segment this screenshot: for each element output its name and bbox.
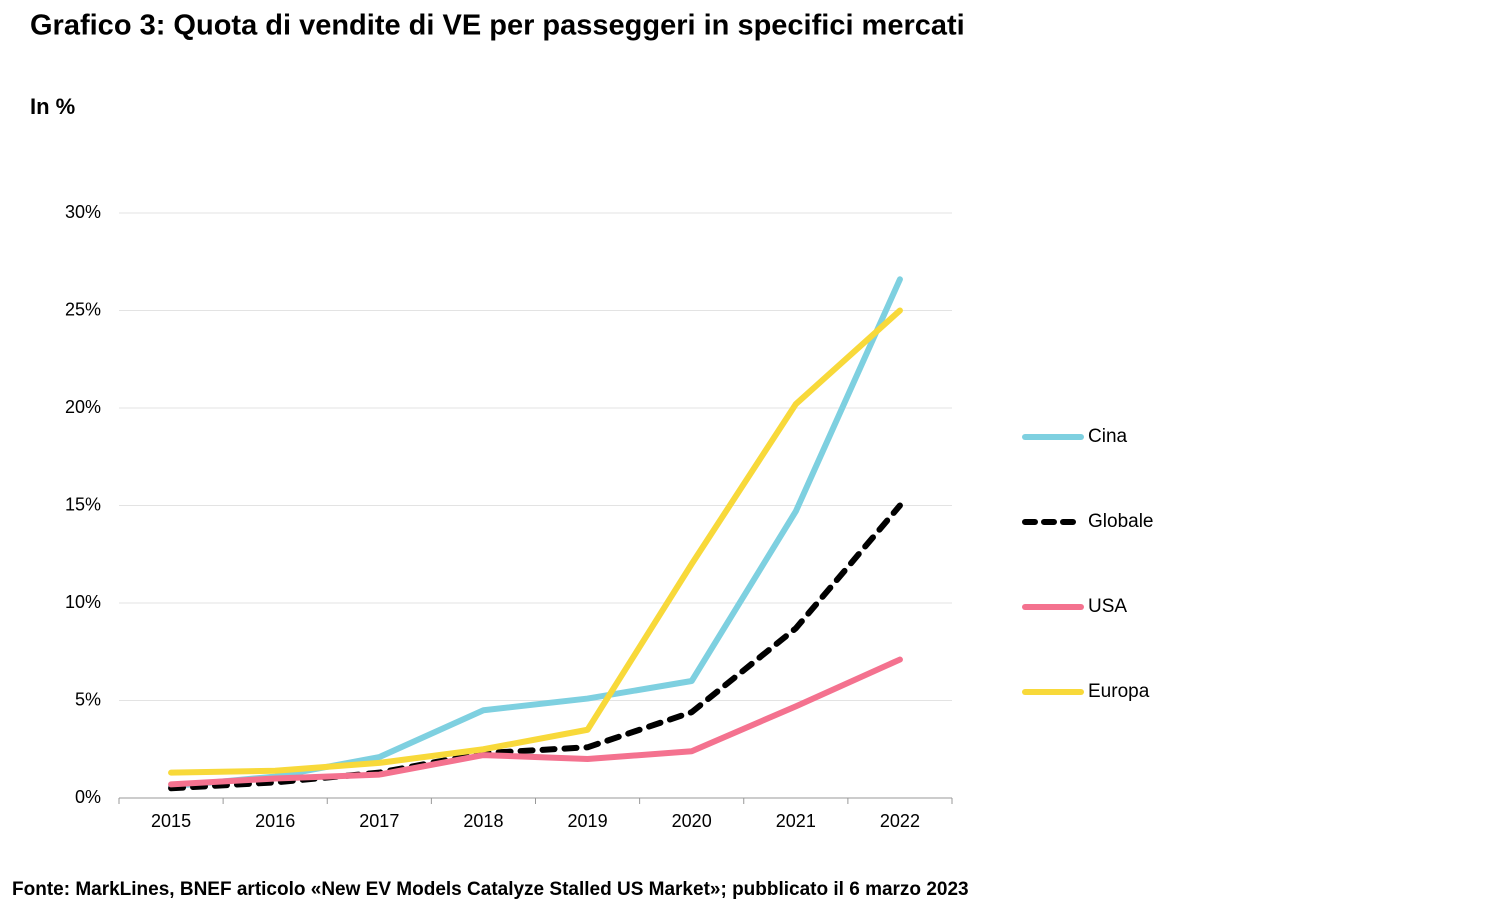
x-tick-label: 2019	[568, 811, 608, 831]
x-tick-label: 2020	[672, 811, 712, 831]
legend-label: Cina	[1088, 426, 1128, 447]
x-tick-label: 2018	[463, 811, 503, 831]
source-note: Fonte: MarkLines, BNEF articolo «New EV …	[12, 879, 969, 900]
x-tick-label: 2017	[359, 811, 399, 831]
line-series	[168, 276, 903, 790]
line-series	[168, 502, 903, 792]
chart-title: Grafico 3: Quota di vendite di VE per pa…	[30, 10, 965, 42]
legend-label: USA	[1088, 596, 1127, 617]
x-tick-label: 2022	[880, 811, 920, 831]
y-tick-label: 0%	[75, 787, 101, 807]
y-tick-label: 25%	[65, 299, 101, 319]
legend-label: Globale	[1088, 511, 1154, 532]
x-tick-label: 2015	[151, 811, 191, 831]
x-tick-label: 2021	[776, 811, 816, 831]
y-tick-label: 20%	[65, 397, 101, 417]
x-tick-label: 2016	[255, 811, 295, 831]
line-series	[168, 656, 903, 788]
y-tick-label: 10%	[65, 592, 101, 612]
line-series	[168, 307, 903, 776]
y-tick-label: 30%	[65, 202, 101, 222]
y-tick-label: 5%	[75, 689, 101, 709]
chart-subtitle: In %	[30, 94, 75, 119]
y-tick-label: 15%	[65, 494, 101, 514]
legend-label: Europa	[1088, 681, 1150, 702]
